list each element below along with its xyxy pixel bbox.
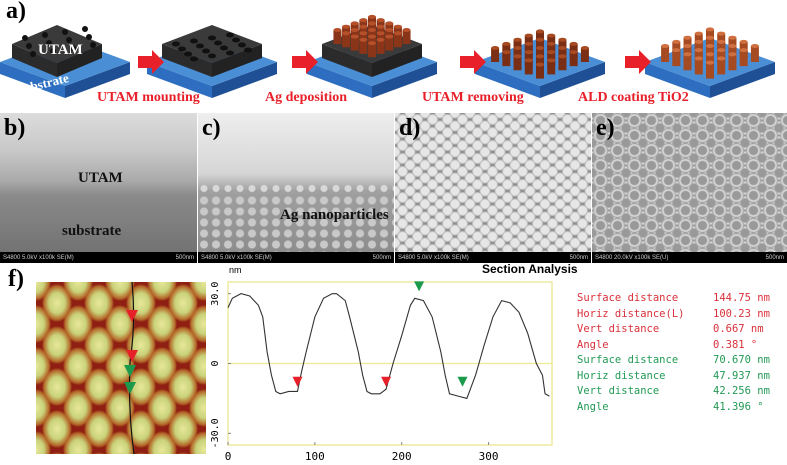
measurement-name: Surface distance bbox=[577, 292, 679, 304]
green-cursor-marker bbox=[124, 382, 136, 394]
step-ag-deposition: Ag deposition bbox=[265, 90, 348, 105]
measurement-value: 42.256 nm bbox=[713, 385, 770, 397]
measurement-value: 144.75 nm bbox=[713, 292, 770, 304]
y-axis-unit: nm bbox=[229, 265, 242, 275]
sem-panel-c: c) Ag nanoparticles S4800 5.0kV x100k SE… bbox=[198, 113, 394, 263]
x-tick-label: 0 bbox=[225, 450, 232, 463]
scale-bar-label: 500nm bbox=[372, 254, 391, 261]
measurement-value: 100.23 nm bbox=[713, 307, 770, 320]
afm-section-line bbox=[124, 282, 138, 454]
sem-info-bar: S4800 5.0kV x100k SE(M) 500nm bbox=[0, 252, 197, 263]
section-profile-chart: 0 100 200 300 30.0 0 -30.0 bbox=[210, 281, 553, 463]
ag-deposit-pillars bbox=[333, 14, 411, 58]
measurement-value: 70.670 nm bbox=[713, 354, 770, 366]
x-tick-label: 300 bbox=[479, 450, 499, 463]
measurement-row: Angle 0.381 ° bbox=[577, 339, 757, 351]
y-tick-label: -30.0 bbox=[210, 418, 221, 448]
measurement-name: Vert distance bbox=[577, 323, 660, 335]
panel-a-label: a) bbox=[6, 0, 26, 24]
ag-nanopillars bbox=[491, 29, 589, 79]
scale-bar-label: 500nm bbox=[765, 254, 784, 261]
template-pores bbox=[172, 32, 252, 62]
measurement-value: 0.381 ° bbox=[713, 338, 758, 351]
process-arrow-icon bbox=[460, 50, 486, 74]
measurement-row: Surface distance 70.670 nm bbox=[577, 354, 770, 366]
step-utam-removing: UTAM removing bbox=[422, 90, 524, 105]
sem-panel-e: e) S4800 20.0kV x100k SE(U) 500nm bbox=[592, 113, 787, 263]
utam-label: UTAM bbox=[38, 42, 83, 58]
red-cursor-marker bbox=[126, 310, 138, 322]
x-tick-label: 100 bbox=[305, 450, 325, 463]
cursor-marker bbox=[292, 376, 303, 387]
measurement-value: 0.667 nm bbox=[713, 323, 764, 335]
nanoparticle-pattern bbox=[198, 195, 394, 263]
step-utam-mounting: UTAM mounting bbox=[97, 90, 200, 105]
sem-info: S4800 20.0kV x100k SE(U) bbox=[595, 254, 669, 261]
cursor-marker bbox=[381, 376, 392, 387]
height-profile-line bbox=[227, 293, 550, 400]
measurement-name: Angle bbox=[577, 338, 609, 351]
sem-info-bar: S4800 20.0kV x100k SE(U) 500nm bbox=[592, 252, 787, 263]
cursor-marker bbox=[414, 281, 425, 292]
panel-b-label: b) bbox=[4, 115, 26, 141]
process-arrow-icon bbox=[138, 50, 164, 74]
measurement-row: Angle 41.396 ° bbox=[577, 401, 764, 413]
measurement-row: Horiz distance(L) 100.23 nm bbox=[577, 308, 770, 320]
panel-e-label: e) bbox=[596, 115, 615, 141]
sem-info: S4800 5.0kV x100k SE(M) bbox=[3, 254, 74, 261]
measurement-name: Horiz distance bbox=[577, 369, 666, 382]
x-tick-label: 200 bbox=[392, 450, 412, 463]
sem-info-bar: S4800 5.0kV x100k SE(M) 500nm bbox=[395, 252, 591, 263]
measurement-name: Angle bbox=[577, 400, 609, 413]
measurement-value: 41.396 ° bbox=[713, 400, 764, 413]
process-schematic bbox=[0, 14, 775, 98]
y-tick-label: 30.0 bbox=[210, 282, 221, 306]
green-cursor-marker bbox=[124, 365, 136, 377]
panel-d-label: d) bbox=[399, 115, 421, 141]
measurement-name: Vert distance bbox=[577, 385, 660, 397]
template-pores bbox=[22, 26, 96, 57]
step-ald-coating: ALD coating TiO2 bbox=[578, 90, 689, 105]
panel-f-label: f) bbox=[8, 266, 24, 292]
measurement-value: 47.937 nm bbox=[713, 369, 770, 382]
sem-info-bar: S4800 5.0kV x100k SE(M) 500nm bbox=[198, 252, 394, 263]
measurement-row: Horiz distance 47.937 nm bbox=[577, 370, 770, 382]
scale-bar-label: 500nm bbox=[569, 254, 588, 261]
chart-title: Section Analysis bbox=[482, 262, 578, 276]
process-arrow-icon bbox=[625, 50, 651, 74]
scale-bar-label: 500nm bbox=[175, 254, 194, 261]
utam-layer-label: UTAM bbox=[78, 170, 123, 186]
measurement-name: Surface distance bbox=[577, 354, 679, 366]
measurement-name: Horiz distance(L) bbox=[577, 307, 685, 320]
panel-c-label: c) bbox=[202, 115, 221, 141]
cursor-marker bbox=[457, 376, 468, 387]
red-cursor-marker bbox=[126, 350, 138, 362]
substrate-layer-label: substrate bbox=[62, 223, 122, 239]
afm-image bbox=[36, 282, 206, 454]
measurement-row: Vert distance 0.667 nm bbox=[577, 323, 764, 335]
process-arrow-icon bbox=[292, 50, 318, 74]
sem-panel-d: d) S4800 5.0kV x100k SE(M) 500nm bbox=[395, 113, 591, 263]
sem-panel-b: b) UTAM substrate S4800 5.0kV x100k SE(M… bbox=[0, 113, 197, 263]
sem-info: S4800 5.0kV x100k SE(M) bbox=[201, 254, 272, 261]
measurement-row: Surface distance 144.75 nm bbox=[577, 292, 770, 304]
measurement-row: Vert distance 42.256 nm bbox=[577, 385, 770, 397]
tio2-coated-pillars bbox=[661, 27, 759, 79]
y-tick-label: 0 bbox=[210, 360, 221, 366]
ag-nanoparticles-label: Ag nanoparticles bbox=[280, 207, 389, 223]
sem-info: S4800 5.0kV x100k SE(M) bbox=[398, 254, 469, 261]
